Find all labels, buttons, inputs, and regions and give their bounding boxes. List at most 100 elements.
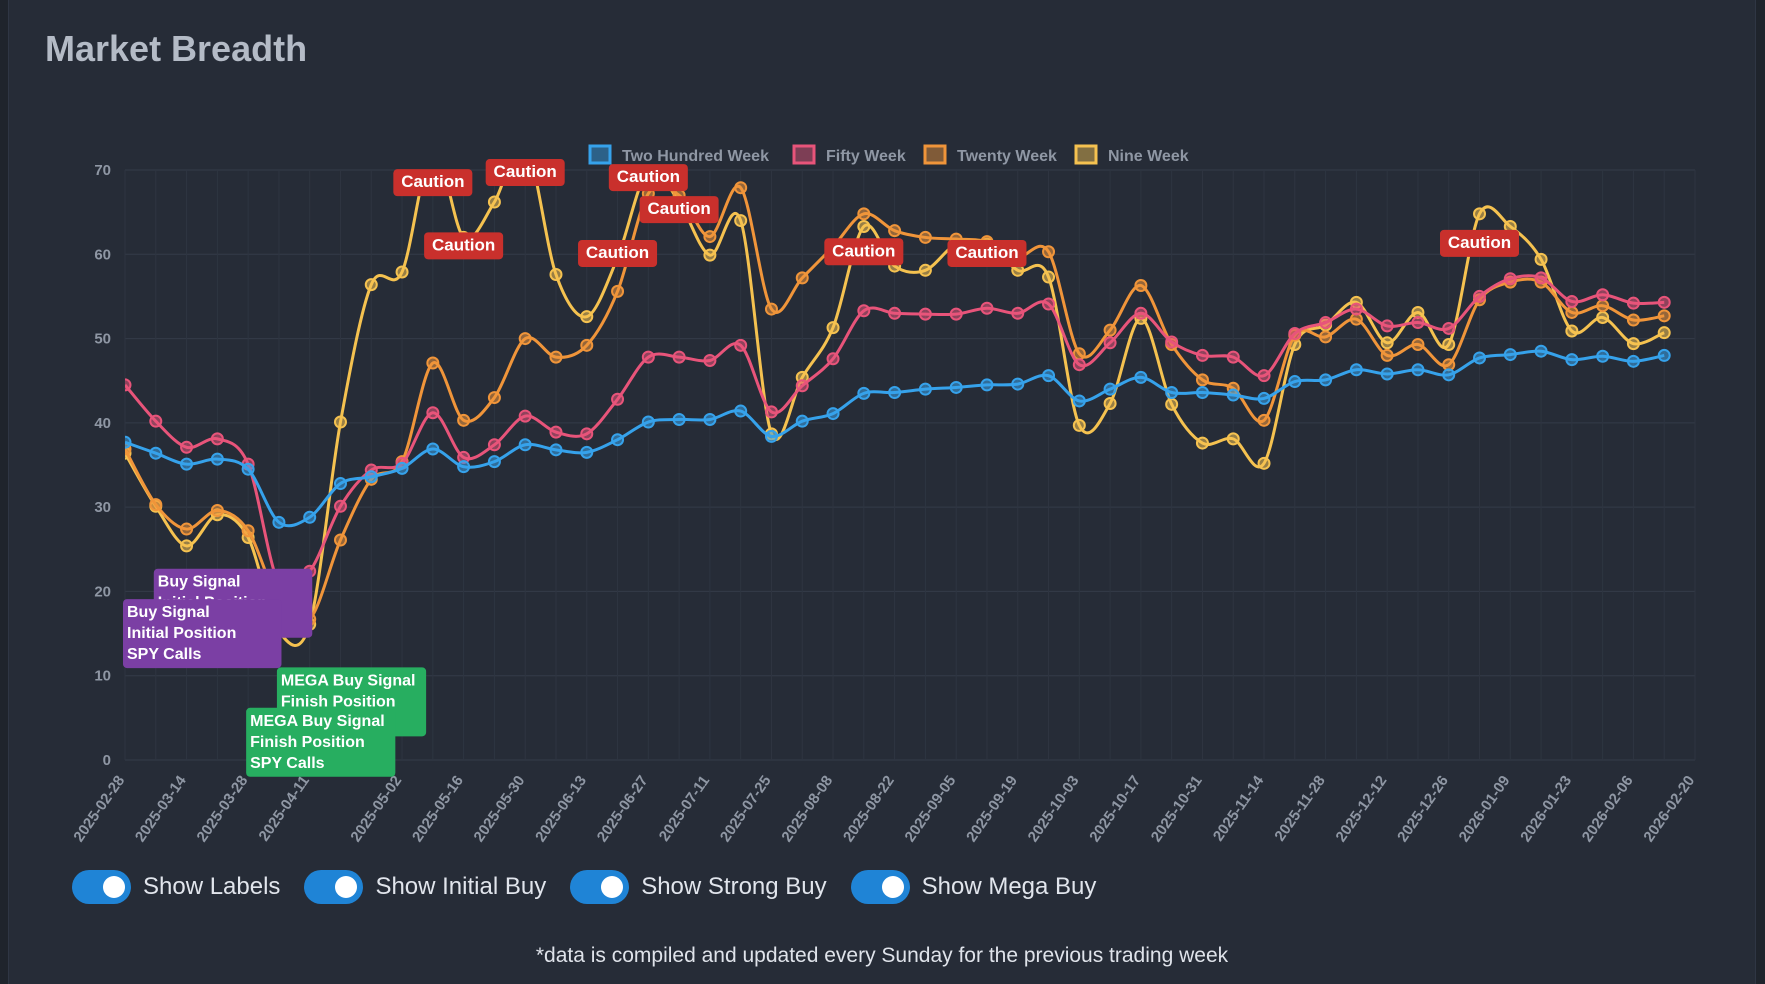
data-point-twenty-week <box>857 207 871 221</box>
data-point-fifty-week <box>888 306 902 320</box>
caution-annotation: Caution <box>639 196 719 224</box>
data-point-two-hundred-week <box>426 442 440 456</box>
data-point-two-hundred-week <box>611 433 625 447</box>
toggle-show-mega-buy[interactable]: Show Mega Buy <box>850 870 1097 904</box>
data-point-fifty-week <box>857 304 871 318</box>
x-tick-label: 2025-07-11 <box>656 773 713 845</box>
data-point-fifty-week <box>918 307 932 321</box>
data-point-nine-week <box>549 268 563 282</box>
x-tick-label: 2025-10-03 <box>1025 773 1083 846</box>
data-point-two-hundred-week <box>857 386 871 400</box>
x-tick-label: 2025-09-05 <box>902 773 960 846</box>
show-labels-switch[interactable] <box>72 870 131 904</box>
data-point-nine-week <box>1103 396 1117 410</box>
annotation-box <box>947 239 1027 267</box>
annotation-text: Initial Position <box>127 625 236 642</box>
legend-label-fifty-week: Fifty Week <box>826 148 906 165</box>
x-tick-label: 2025-03-14 <box>132 772 190 845</box>
data-point-twenty-week <box>703 230 717 244</box>
data-point-two-hundred-week <box>826 407 840 421</box>
x-tick-label: 2026-01-23 <box>1517 773 1575 846</box>
data-point-two-hundred-week <box>364 470 378 484</box>
data-point-fifty-week <box>703 353 717 367</box>
data-point-twenty-week <box>1657 309 1671 323</box>
data-point-fifty-week <box>487 438 501 452</box>
data-point-fifty-week <box>1349 302 1363 316</box>
data-point-fifty-week <box>1011 306 1025 320</box>
data-point-twenty-week <box>1103 323 1117 337</box>
annotation-box <box>424 232 504 260</box>
data-point-fifty-week <box>1226 350 1240 364</box>
data-point-fifty-week <box>826 352 840 366</box>
data-point-two-hundred-week <box>1288 375 1302 389</box>
x-tick-label: 2026-02-20 <box>1640 773 1698 846</box>
x-tick-label: 2025-12-12 <box>1332 773 1390 846</box>
data-point-twenty-week <box>518 332 532 346</box>
data-point-fifty-week <box>764 405 778 419</box>
data-point-fifty-week <box>549 425 563 439</box>
data-point-fifty-week <box>734 338 748 352</box>
data-point-fifty-week <box>1503 272 1517 286</box>
caution-annotation: Caution <box>393 169 473 197</box>
legend-label-two-hundred-week: Two Hundred Week <box>622 148 769 165</box>
annotation-text: Finish Position <box>250 734 365 751</box>
show-initial-buy-switch[interactable] <box>304 870 364 904</box>
data-point-fifty-week <box>1319 316 1333 330</box>
data-point-twenty-week <box>426 356 440 370</box>
data-point-two-hundred-week <box>1442 368 1456 382</box>
data-point-two-hundred-week <box>795 414 809 428</box>
data-point-fifty-week <box>333 499 347 513</box>
chart-legend[interactable]: Two Hundred Week Fifty Week Twenty Week Nin… <box>588 144 1189 165</box>
annotation-box <box>485 159 565 187</box>
x-tick-label: 2025-06-27 <box>594 773 652 846</box>
show-mega-buy-switch[interactable] <box>850 870 910 904</box>
chart-annotations: Caution Caution Caution Caution Caution Cauti… <box>123 159 1520 777</box>
x-tick-label: 2025-02-28 <box>70 773 128 846</box>
data-point-twenty-week <box>1565 305 1579 319</box>
annotation-text: Caution <box>586 243 649 262</box>
data-point-twenty-week <box>1257 413 1271 427</box>
data-point-fifty-week <box>1165 335 1179 349</box>
toggle-show-strong-buy[interactable]: Show Strong Buy <box>570 870 827 904</box>
legend-swatch-fifty-week <box>792 144 816 165</box>
data-point-twenty-week <box>1134 278 1148 292</box>
data-point-fifty-week <box>1565 294 1579 308</box>
data-point-twenty-week <box>210 504 224 518</box>
data-point-two-hundred-week <box>1380 367 1394 381</box>
annotation-text: Buy Signal <box>127 604 210 621</box>
data-point-nine-week <box>427 143 438 154</box>
toggle-show-labels[interactable]: Show Labels <box>72 870 280 904</box>
toggle-show-initial-buy[interactable]: Show Initial Buy <box>304 870 546 904</box>
data-point-fifty-week <box>611 392 625 406</box>
annotation-box <box>1439 229 1520 257</box>
data-point-nine-week <box>1226 432 1240 446</box>
show-strong-buy-switch[interactable] <box>570 870 630 904</box>
annotation-text: MEGA Buy Signal <box>250 713 385 730</box>
data-point-two-hundred-week <box>1072 394 1086 408</box>
data-point-two-hundred-week <box>1657 348 1671 362</box>
data-point-two-hundred-week <box>734 404 748 418</box>
caution-annotation: Caution <box>424 232 504 260</box>
data-point-twenty-week <box>1380 348 1394 362</box>
x-tick-label: 2025-10-17 <box>1086 773 1144 846</box>
data-point-two-hundred-week <box>1503 348 1517 362</box>
data-point-nine-week <box>487 195 501 209</box>
switch-knob <box>103 876 125 898</box>
annotation-box <box>639 196 719 224</box>
data-point-nine-week <box>734 214 748 228</box>
data-point-nine-week <box>1042 270 1056 284</box>
data-point-fifty-week <box>1072 358 1086 372</box>
annotation-box <box>246 707 396 777</box>
data-point-fifty-week <box>1103 336 1117 350</box>
data-point-two-hundred-week <box>518 438 532 452</box>
data-point-two-hundred-week <box>1565 353 1579 367</box>
data-point-twenty-week <box>1596 299 1610 313</box>
data-point-nine-week <box>1257 456 1271 470</box>
data-point-two-hundred-week <box>125 435 132 449</box>
annotation-text: Caution <box>832 241 895 260</box>
toggle-label: Show Mega Buy <box>921 873 1097 900</box>
data-point-twenty-week <box>1411 337 1425 351</box>
x-tick-label: 2026-02-06 <box>1579 773 1637 846</box>
data-point-fifty-week <box>580 427 594 441</box>
y-tick-label: 30 <box>94 499 111 516</box>
